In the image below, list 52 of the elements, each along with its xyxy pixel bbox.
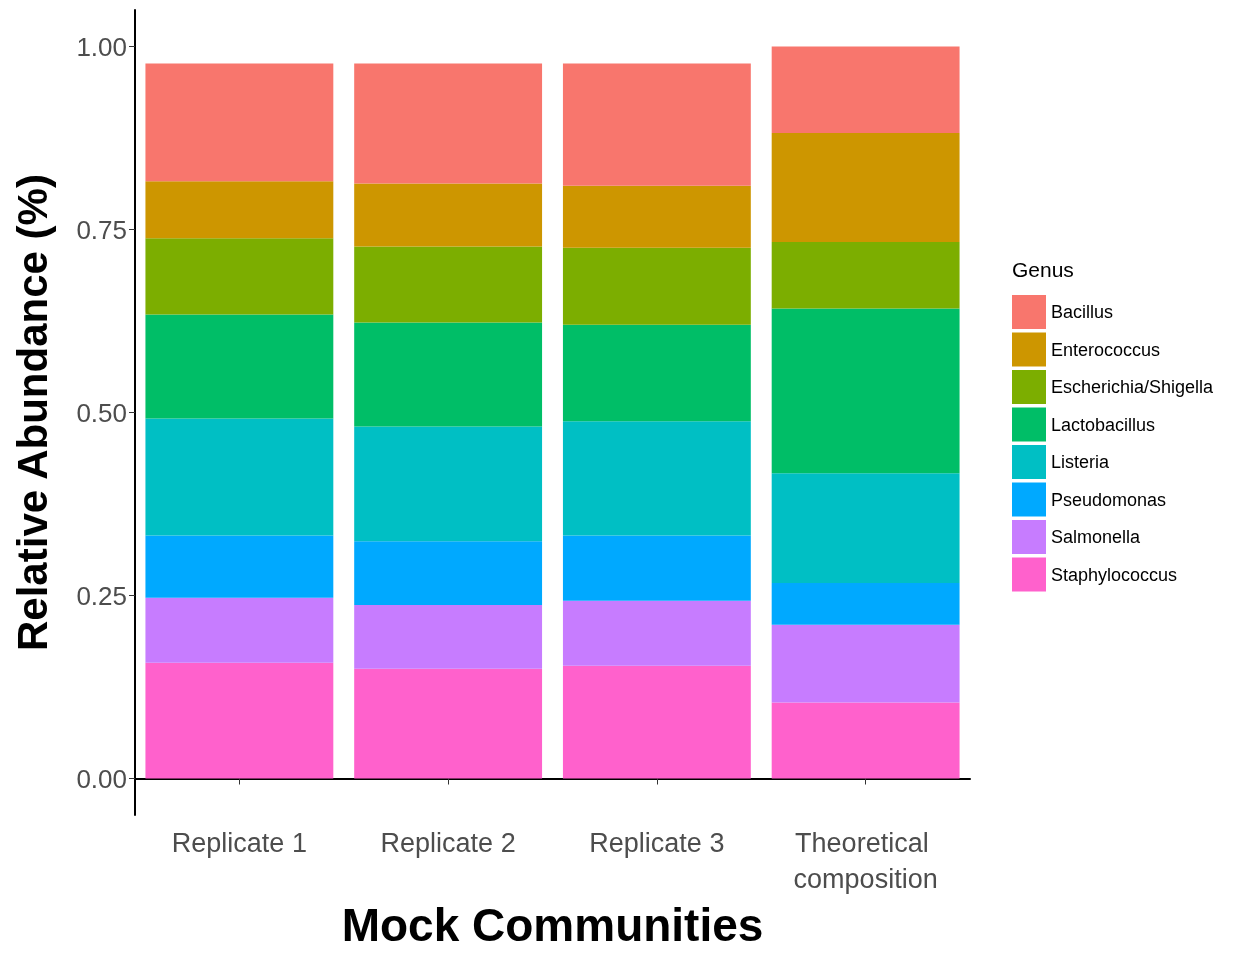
legend-label: Bacillus: [1051, 302, 1114, 322]
legend-label: Lactobacillus: [1051, 414, 1156, 435]
bar: [771, 132, 960, 243]
y-tick-label: 0.25: [76, 580, 127, 611]
bar: [354, 605, 543, 669]
bar: [771, 473, 960, 584]
bar: [562, 665, 751, 779]
legend-label: Listeria: [1051, 452, 1111, 472]
bar: [562, 247, 751, 325]
bar: [562, 324, 751, 422]
bar: [771, 702, 960, 779]
bar: [771, 624, 960, 703]
bar: [145, 418, 334, 536]
x-tick-label: Replicate 1: [171, 828, 307, 859]
bar: [562, 185, 751, 248]
x-tick-label: Replicate 2: [380, 828, 516, 859]
x-tick-label: Replicate 3: [589, 828, 725, 859]
y-tick-label: 1.00: [76, 31, 127, 62]
bar: [562, 600, 751, 666]
legend-label: Salmonella: [1051, 527, 1142, 547]
bar: [562, 63, 751, 186]
legend-title: Genus: [1012, 258, 1074, 281]
bar: [145, 597, 334, 663]
bar: [354, 63, 543, 184]
bar: [145, 662, 334, 779]
bar: [354, 426, 543, 542]
y-axis-title: Relative Abundance (%): [8, 174, 56, 651]
bar: [354, 183, 543, 247]
bar: [145, 238, 334, 315]
bar: [145, 314, 334, 419]
bar: [562, 421, 751, 536]
x-tick-label: Theoretical composition: [793, 828, 938, 895]
bar: [354, 541, 543, 606]
legend-label: Pseudomonas: [1051, 489, 1167, 510]
bar: [145, 535, 334, 598]
x-axis-title: Mock Communities: [341, 899, 764, 951]
legend-label: Staphylococcus: [1051, 564, 1178, 585]
bar: [562, 535, 751, 601]
legend-label: Escherichia/Shigella: [1051, 377, 1215, 397]
bar: [771, 308, 960, 474]
y-tick-label: 0.50: [76, 397, 127, 428]
bar: [145, 181, 334, 239]
bar: [354, 322, 543, 427]
bar: [354, 668, 543, 779]
legend-label: Enterococcus: [1051, 339, 1161, 360]
bar: [145, 63, 334, 182]
bar: [771, 242, 960, 309]
bar: [771, 583, 960, 625]
y-tick-label: 0.75: [76, 214, 127, 245]
y-tick-label: 0.00: [76, 763, 127, 794]
bar: [771, 46, 960, 133]
bar: [354, 246, 543, 323]
